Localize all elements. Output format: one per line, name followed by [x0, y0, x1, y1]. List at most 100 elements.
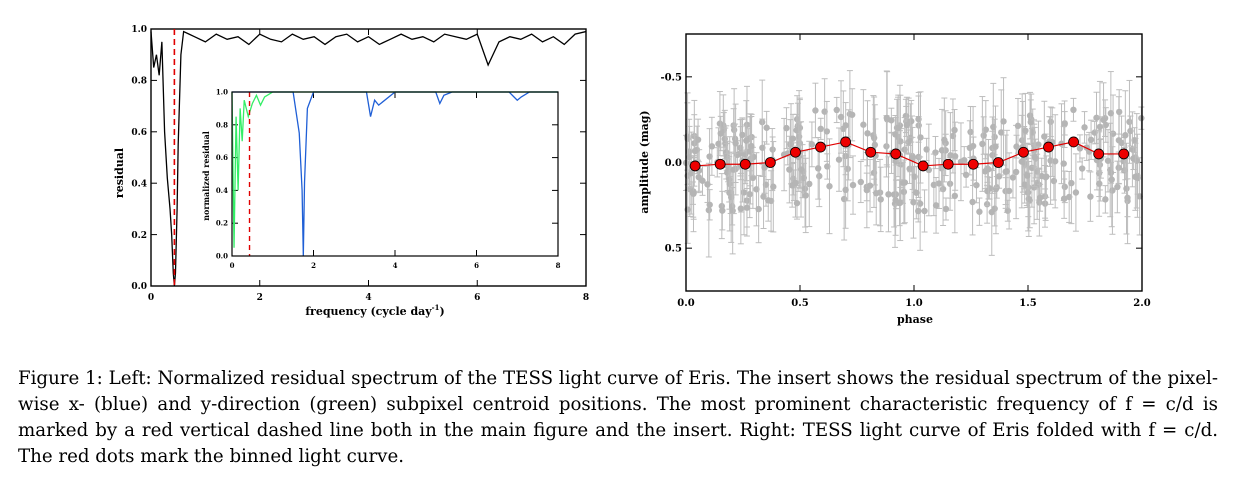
left-xtick-label: 4 [365, 293, 371, 303]
insert-xtick-label: 6 [474, 261, 479, 270]
data-point [866, 182, 874, 189]
insert-background [232, 92, 558, 256]
left-ylabel: residual [113, 148, 126, 198]
data-point [942, 147, 949, 154]
right-xlabel: phase [897, 313, 933, 326]
binned-point [840, 136, 852, 148]
data-point [717, 130, 724, 137]
data-point [917, 134, 924, 141]
insert-ylabel: normalized residual [201, 131, 211, 221]
residual-series-line [150, 30, 587, 287]
data-point [895, 124, 902, 132]
data-point [1002, 168, 1009, 175]
data-point [792, 179, 799, 187]
data-point [998, 129, 1005, 136]
data-point [1018, 158, 1025, 165]
data-point [796, 124, 804, 132]
data-point [842, 122, 849, 129]
data-point [690, 190, 697, 197]
data-point [923, 146, 930, 153]
left-ytick-label: 1.0 [131, 25, 147, 35]
data-point [1041, 200, 1049, 207]
data-point [1072, 189, 1080, 196]
data-point [911, 173, 918, 180]
data-point [1115, 137, 1123, 144]
data-point [1115, 108, 1123, 116]
data-point [930, 181, 938, 189]
data-point [863, 186, 871, 194]
left-ytick-label: 0.0 [131, 282, 147, 292]
data-point [833, 106, 840, 114]
data-point [870, 134, 878, 142]
data-point [691, 147, 699, 155]
data-point [1123, 185, 1130, 192]
data-point [746, 191, 753, 198]
insert-xtick-label: 4 [393, 261, 398, 270]
left-xtick-label: 0 [148, 293, 154, 303]
data-point [892, 131, 899, 138]
right-frame [685, 33, 1143, 292]
data-point [1022, 127, 1029, 134]
data-point [837, 113, 845, 121]
data-point [1078, 165, 1086, 172]
data-point [991, 205, 998, 212]
data-point [1036, 194, 1044, 201]
data-point [1132, 173, 1139, 181]
data-point [1041, 133, 1048, 140]
data-point [1061, 121, 1068, 128]
data-point [976, 208, 983, 215]
data-point [806, 180, 813, 188]
data-point [973, 181, 980, 189]
data-point [871, 141, 879, 149]
data-point [737, 149, 744, 157]
data-point [1000, 118, 1007, 125]
data-point [1036, 199, 1043, 206]
data-point [1100, 116, 1107, 124]
data-point [708, 143, 716, 150]
data-point [951, 126, 958, 134]
right-xtick-label: 1.0 [905, 298, 922, 309]
left-ytick-label: 0.6 [131, 128, 147, 138]
data-point [808, 141, 816, 148]
data-point [849, 181, 857, 189]
centroid-series-line [232, 91, 558, 257]
left-ytick-label: 0.8 [131, 77, 147, 87]
left-ytick-label: 0.2 [131, 231, 147, 241]
left-xlabel: frequency (cycle day-1) [305, 303, 444, 318]
data-point [1065, 193, 1073, 201]
binned-point [764, 157, 776, 168]
data-point [1114, 183, 1121, 191]
data-point [812, 107, 819, 114]
data-point [753, 186, 760, 193]
data-point [921, 207, 928, 215]
data-point [763, 124, 770, 131]
binned-point [1018, 146, 1029, 158]
data-point [802, 192, 809, 199]
binned-point [1118, 148, 1130, 160]
data-point [1031, 153, 1038, 161]
data-point [1021, 181, 1028, 188]
left-xtick-label: 6 [474, 293, 480, 303]
data-point [704, 181, 711, 188]
data-point [1107, 110, 1115, 117]
data-point [990, 123, 997, 131]
binned-point [1068, 136, 1080, 148]
data-point [743, 137, 750, 144]
data-point [801, 185, 809, 193]
data-point [1024, 189, 1032, 196]
data-point [715, 140, 722, 148]
data-point [797, 166, 805, 173]
data-point [1136, 193, 1143, 200]
binned-point [967, 158, 979, 170]
data-point [947, 152, 954, 159]
right-ylabel: amplitude (mag) [638, 110, 651, 213]
data-point [783, 124, 790, 132]
data-point [767, 197, 775, 205]
data-point [699, 177, 706, 184]
insert-ytick-label: 0.4 [216, 186, 228, 195]
data-point [885, 191, 892, 198]
binned-point [865, 146, 877, 158]
data-point [1096, 123, 1104, 131]
data-point [1108, 176, 1115, 183]
centroid-series-line [231, 91, 558, 248]
